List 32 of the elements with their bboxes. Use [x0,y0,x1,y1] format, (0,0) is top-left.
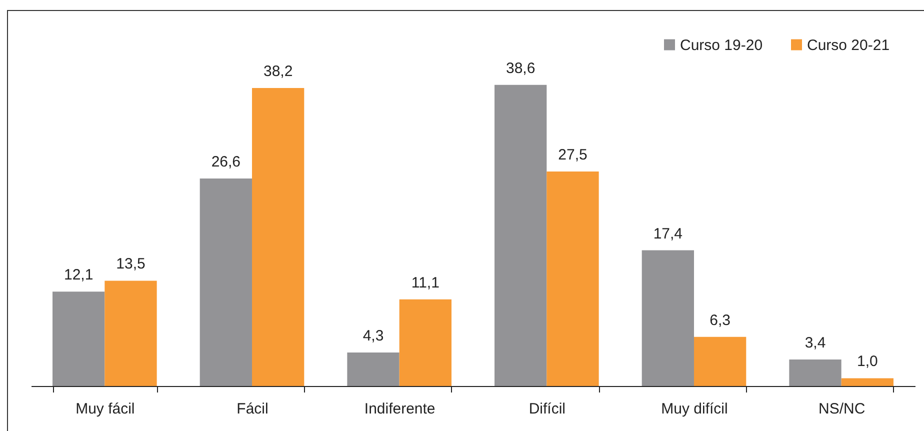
x-tick-label: Indiferente [364,400,436,418]
bar [642,250,694,386]
data-label: 4,3 [362,327,384,344]
x-tick-label: Fácil [236,400,268,418]
data-label: 38,6 [506,60,536,77]
data-label: 17,4 [653,225,683,242]
bar [789,359,842,386]
bar [399,299,452,386]
x-tick-label: Muy difícil [661,400,728,418]
data-label: 13,5 [116,256,146,273]
bar [494,84,547,386]
bar [694,336,746,386]
data-label: 6,3 [710,312,731,329]
x-tick-label: Difícil [528,400,566,418]
data-label: 27,5 [558,146,588,164]
data-label: 38,2 [263,63,293,80]
bar [546,172,599,386]
x-tick-label: NS/NC [818,400,866,418]
legend-label: Curso 19-20 [680,36,763,54]
data-label: 12,1 [64,266,94,284]
data-label: 1,0 [856,353,878,370]
bar [347,352,400,386]
bar [252,88,304,386]
data-label: 3,4 [804,334,826,352]
bar [200,178,252,386]
bar [52,292,105,386]
x-tick-label: Muy fácil [76,400,135,418]
data-label: 26,6 [211,154,241,171]
bar [841,378,894,386]
legend-label: Curso 20-21 [807,36,890,54]
bar [104,280,157,386]
data-label: 11,1 [411,274,440,292]
